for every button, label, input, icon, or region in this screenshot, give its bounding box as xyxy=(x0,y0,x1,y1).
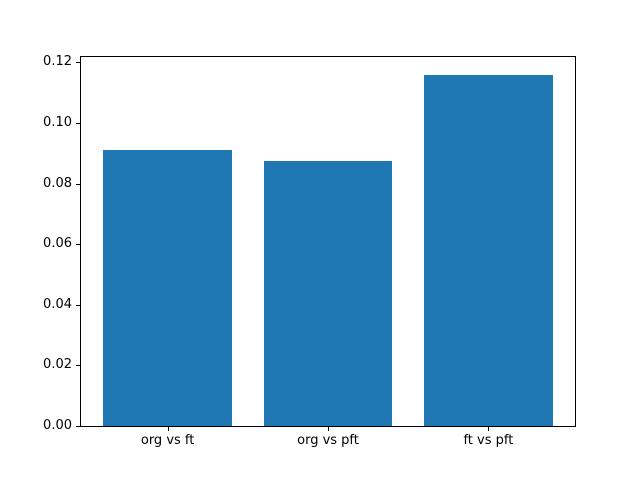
y-tick-label: 0.00 xyxy=(43,418,72,433)
y-tick-mark xyxy=(76,123,80,125)
bar-org-vs-ft xyxy=(103,149,232,426)
y-tick-mark xyxy=(76,244,80,246)
y-tick-mark xyxy=(76,365,80,367)
bar-org-vs-pft xyxy=(263,160,393,426)
y-tick-label: 0.04 xyxy=(43,296,72,312)
y-tick-mark xyxy=(76,183,80,185)
y-tick-label: 0.06 xyxy=(43,236,72,252)
y-tick-mark xyxy=(76,304,80,306)
x-tick-mark xyxy=(167,427,169,431)
y-tick-mark xyxy=(76,426,80,427)
y-tick-mark xyxy=(76,62,80,64)
x-tick-mark xyxy=(488,427,490,431)
y-tick-label: 0.10 xyxy=(43,115,72,131)
x-tick-label: ft vs pft xyxy=(463,433,514,448)
y-tick-label: 0.08 xyxy=(43,175,72,191)
y-tick-label: 0.02 xyxy=(43,357,72,373)
bar-ft-vs-pft xyxy=(424,74,553,426)
plot-area xyxy=(80,56,576,427)
y-tick-label: 0.12 xyxy=(43,54,72,70)
x-tick-label: org vs ft xyxy=(140,433,195,448)
x-tick-mark xyxy=(328,427,329,431)
x-tick-label: org vs pft xyxy=(297,433,359,448)
